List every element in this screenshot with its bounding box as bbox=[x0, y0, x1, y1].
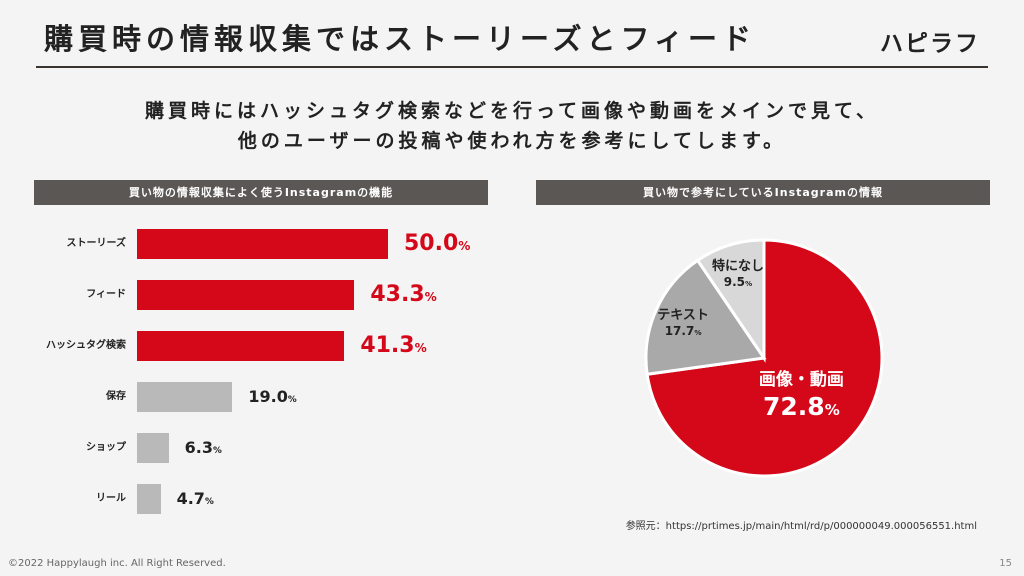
bar bbox=[137, 229, 388, 259]
bar-value-label: 19.0% bbox=[248, 387, 297, 406]
lead-text: 購買時にはハッシュタグ検索などを行って画像や動画をメインで見て、 他のユーザーの… bbox=[0, 96, 1024, 156]
bar-category-label: フィード bbox=[86, 289, 126, 300]
bar-value-label: 41.3% bbox=[360, 333, 427, 358]
bar-row: リール 4.7% bbox=[0, 482, 520, 516]
copyright-notice: ©2022 Happylaugh inc. All Right Reserved… bbox=[8, 558, 226, 569]
bar bbox=[137, 331, 345, 361]
bar-category-label: リール bbox=[96, 493, 126, 504]
bar bbox=[137, 433, 169, 463]
bar-value-label: 4.7% bbox=[176, 489, 214, 508]
pie-slice-label: テキスト 17.7% bbox=[657, 308, 709, 339]
bar-chart-title: 買い物の情報収集によく使うInstagramの機能 bbox=[34, 180, 488, 205]
bar-value-label: 50.0% bbox=[404, 231, 471, 256]
title-divider bbox=[36, 66, 988, 68]
bar-category-label: 保存 bbox=[106, 391, 126, 402]
bar-row: ハッシュタグ検索 41.3% bbox=[0, 329, 520, 363]
bar-category-label: ストーリーズ bbox=[66, 238, 127, 249]
bar-category-label: ショップ bbox=[86, 442, 126, 453]
pie-chart bbox=[644, 238, 884, 478]
bar-row: 保存 19.0% bbox=[0, 380, 520, 414]
bar-value-label: 6.3% bbox=[184, 438, 222, 457]
brand-logo: ハピラフ bbox=[880, 31, 980, 57]
page-title: 購買時の情報収集ではストーリーズとフィード bbox=[44, 22, 756, 56]
pie-slice-label: 特になし 9.5% bbox=[711, 259, 764, 290]
bar bbox=[137, 280, 355, 310]
pie-chart-title: 買い物で参考にしているInstagramの情報 bbox=[536, 180, 990, 205]
pie-slice bbox=[644, 258, 767, 376]
lead-line-2: 他のユーザーの投稿や使われ方を参考にしてします。 bbox=[237, 130, 787, 152]
bar bbox=[137, 382, 233, 412]
pie-slice bbox=[695, 238, 766, 363]
bar-row: ショップ 6.3% bbox=[0, 431, 520, 465]
page-number: 15 bbox=[999, 558, 1012, 569]
bar-row: フィード 43.3% bbox=[0, 278, 520, 312]
pie-slice-label: 画像・動画 72.8% bbox=[758, 369, 844, 421]
bar bbox=[137, 484, 161, 514]
source-citation: 参照元：https://prtimes.jp/main/html/rd/p/00… bbox=[625, 521, 977, 532]
bar-value-label: 43.3% bbox=[370, 282, 437, 307]
lead-line-1: 購買時にはハッシュタグ検索などを行って画像や動画をメインで見て、 bbox=[144, 100, 880, 122]
bar-row: ストーリーズ 50.0% bbox=[0, 227, 520, 261]
bar-category-label: ハッシュタグ検索 bbox=[46, 340, 126, 351]
